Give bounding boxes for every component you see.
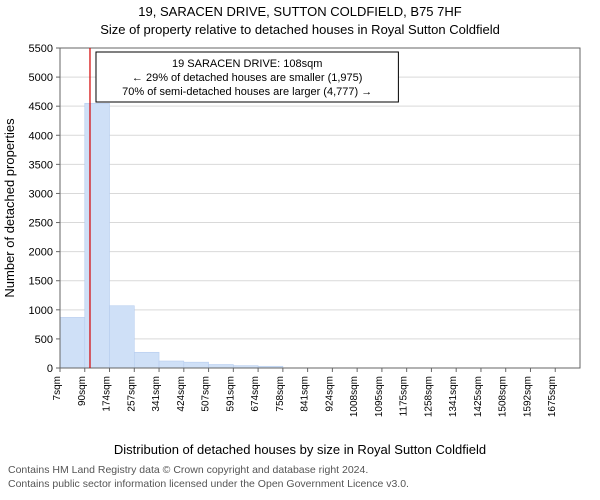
svg-text:1508sqm: 1508sqm [498,376,509,417]
svg-text:1500: 1500 [29,276,53,288]
svg-text:500: 500 [35,334,53,346]
svg-text:1008sqm: 1008sqm [349,376,360,417]
footer-line1: Contains HM Land Registry data © Crown c… [8,464,368,476]
svg-text:341sqm: 341sqm [151,376,162,412]
svg-text:4500: 4500 [29,101,53,113]
svg-text:5000: 5000 [29,72,53,84]
svg-text:591sqm: 591sqm [225,376,236,412]
svg-text:90sqm: 90sqm [77,376,88,406]
x-axis-title: Distribution of detached houses by size … [0,442,600,457]
svg-text:1425sqm: 1425sqm [473,376,484,417]
svg-text:257sqm: 257sqm [126,376,137,412]
svg-text:19 SARACEN DRIVE: 108sqm: 19 SARACEN DRIVE: 108sqm [172,58,322,70]
svg-text:5500: 5500 [29,43,53,55]
svg-text:0: 0 [47,363,53,375]
svg-text:424sqm: 424sqm [176,376,187,412]
svg-text:924sqm: 924sqm [324,376,335,412]
chart-title-line2: Size of property relative to detached ho… [0,22,600,37]
svg-text:3500: 3500 [29,159,53,171]
svg-text:7sqm: 7sqm [52,376,63,400]
histogram-svg: 0 500 1000 1500 2000 2500 3000 3500 4000 4500 5000… [0,42,600,442]
svg-text:2500: 2500 [29,218,53,230]
svg-text:758sqm: 758sqm [275,376,286,412]
svg-text:1592sqm: 1592sqm [522,376,533,417]
svg-text:1675sqm: 1675sqm [547,376,558,417]
svg-text:1175sqm: 1175sqm [399,376,410,416]
chart-title-line1: 19, SARACEN DRIVE, SUTTON COLDFIELD, B75… [0,4,600,19]
svg-text:1000: 1000 [29,305,53,317]
svg-text:2000: 2000 [29,247,53,259]
svg-text:507sqm: 507sqm [201,376,212,412]
svg-text:1341sqm: 1341sqm [448,376,459,417]
svg-text:3000: 3000 [29,188,53,200]
svg-text:174sqm: 174sqm [102,376,113,412]
svg-text:1258sqm: 1258sqm [423,376,434,417]
svg-text:674sqm: 674sqm [250,376,261,412]
svg-text:4000: 4000 [29,130,53,142]
footer-line2: Contains public sector information licen… [8,478,409,490]
svg-text:1095sqm: 1095sqm [374,376,385,417]
chart-area: 0 500 1000 1500 2000 2500 3000 3500 4000 4500 5000… [0,42,600,442]
chart-container: 19, SARACEN DRIVE, SUTTON COLDFIELD, B75… [0,0,600,500]
svg-text:70% of semi-detached houses ar: 70% of semi-detached houses are larger (… [122,86,372,98]
svg-text:841sqm: 841sqm [300,376,311,412]
svg-text:← 29% of detached houses are s: ← 29% of detached houses are smaller (1,… [132,72,363,84]
svg-text:Number of detached properties: Number of detached properties [2,118,17,298]
